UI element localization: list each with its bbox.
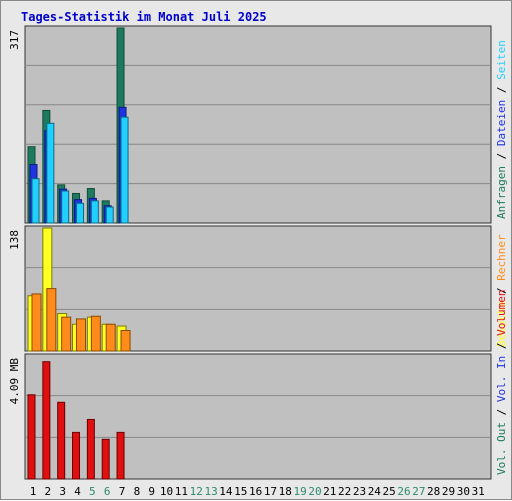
panel-legend: Anfragen / Dateien / Seiten: [495, 40, 508, 219]
x-tick-label: 19: [293, 485, 306, 498]
bar-rechner-day-5: [90, 315, 101, 352]
x-tick-label: 23: [353, 485, 366, 498]
panel-visits: 138 Besuche / Rechner: [8, 225, 508, 352]
x-tick-label: 28: [427, 485, 440, 498]
x-tick-label: 14: [219, 485, 233, 498]
x-tick-label: 24: [368, 485, 382, 498]
x-tick-label: 13: [204, 485, 217, 498]
x-tick-label: 12: [190, 485, 203, 498]
legend-separator: /: [495, 80, 508, 100]
bar-rechner-day-4: [76, 318, 87, 352]
bar-volumen-day-3: [57, 401, 66, 480]
panel-background: [24, 353, 492, 480]
bar-seiten-day-3: [61, 190, 70, 224]
legend-separator: /: [495, 402, 508, 422]
x-tick-label: 20: [308, 485, 321, 498]
x-tick-label: 4: [74, 485, 81, 498]
x-tick-label: 9: [148, 485, 155, 498]
bar-rechner-day-2: [46, 288, 57, 352]
panel-max-label: 138: [8, 230, 21, 250]
bar-seiten-day-5: [90, 200, 99, 224]
legend-entry: Volumen: [495, 290, 508, 336]
panel-max-label: 317: [8, 30, 21, 50]
x-tick-label: 25: [383, 485, 396, 498]
bar-volumen-day-6: [101, 438, 110, 480]
legend-separator: /: [495, 281, 508, 301]
x-tick-label: 1: [30, 485, 37, 498]
x-tick-label: 29: [442, 485, 455, 498]
x-tick-label: 11: [175, 485, 188, 498]
legend-entry: Vol. Out: [495, 422, 508, 475]
chart-title: Tages-Statistik im Monat Juli 2025: [21, 10, 267, 24]
x-tick-label: 7: [119, 485, 126, 498]
bar-rechner-day-3: [61, 316, 72, 352]
panel-background: [24, 25, 492, 224]
legend-entry: Rechner: [495, 234, 508, 281]
x-tick-label: 18: [279, 485, 292, 498]
x-tick-label: 26: [397, 485, 410, 498]
panel-requests: 317 Anfragen / Dateien / Seiten: [8, 25, 508, 224]
x-tick-label: 16: [249, 485, 262, 498]
panel-volume: 4.09 MB Vol. Out / Vol. In / Volumen: [8, 290, 508, 480]
bar-seiten-day-1: [31, 178, 40, 224]
x-tick-label: 6: [104, 485, 111, 498]
legend-entry: Seiten: [495, 40, 508, 80]
legend-entry: Dateien: [495, 100, 508, 146]
bar-volumen-day-2: [42, 361, 51, 480]
x-tick-label: 10: [160, 485, 173, 498]
legend-separator: /: [495, 146, 508, 166]
bar-rechner-day-6: [105, 323, 116, 352]
x-tick-label: 22: [338, 485, 351, 498]
bar-volumen-day-1: [27, 394, 36, 480]
panel-legend: Vol. Out / Vol. In / Volumen: [495, 290, 508, 475]
x-tick-label: 8: [134, 485, 141, 498]
x-tick-label: 2: [45, 485, 52, 498]
bar-seiten-day-2: [46, 122, 55, 224]
x-tick-label: 5: [89, 485, 96, 498]
panel-max-label: 4.09 MB: [8, 358, 21, 405]
x-tick-label: 31: [472, 485, 485, 498]
x-tick-label: 15: [234, 485, 247, 498]
panels-layer: 317 Anfragen / Dateien / Seiten 138 Besuche…: [8, 25, 508, 480]
x-tick-label: 27: [412, 485, 425, 498]
x-tick-label: 21: [323, 485, 336, 498]
bar-volumen-day-7: [116, 431, 125, 480]
bar-volumen-day-4: [72, 431, 81, 480]
bar-volumen-day-5: [86, 418, 95, 480]
x-axis: 1 2 3 4 5 6 7 8 9 10 11 12 13 14 15 16 17 18 19 20 21 22 23 24 2…: [30, 485, 485, 498]
x-tick-label: 30: [457, 485, 470, 498]
bar-seiten-day-6: [105, 206, 114, 224]
panel-legend: Besuche / Rechner: [495, 234, 508, 347]
legend-entry: Anfragen: [495, 166, 508, 219]
bar-seiten-day-7: [120, 116, 129, 224]
bar-rechner-day-7: [120, 330, 131, 352]
legend-entry: Besuche: [495, 301, 508, 347]
legend-separator: /: [495, 336, 508, 356]
legend-entry: Vol. In: [495, 356, 508, 402]
x-tick-label: 3: [59, 485, 66, 498]
x-tick-label: 17: [264, 485, 277, 498]
bar-seiten-day-4: [76, 202, 85, 224]
bar-rechner-day-1: [31, 293, 42, 352]
